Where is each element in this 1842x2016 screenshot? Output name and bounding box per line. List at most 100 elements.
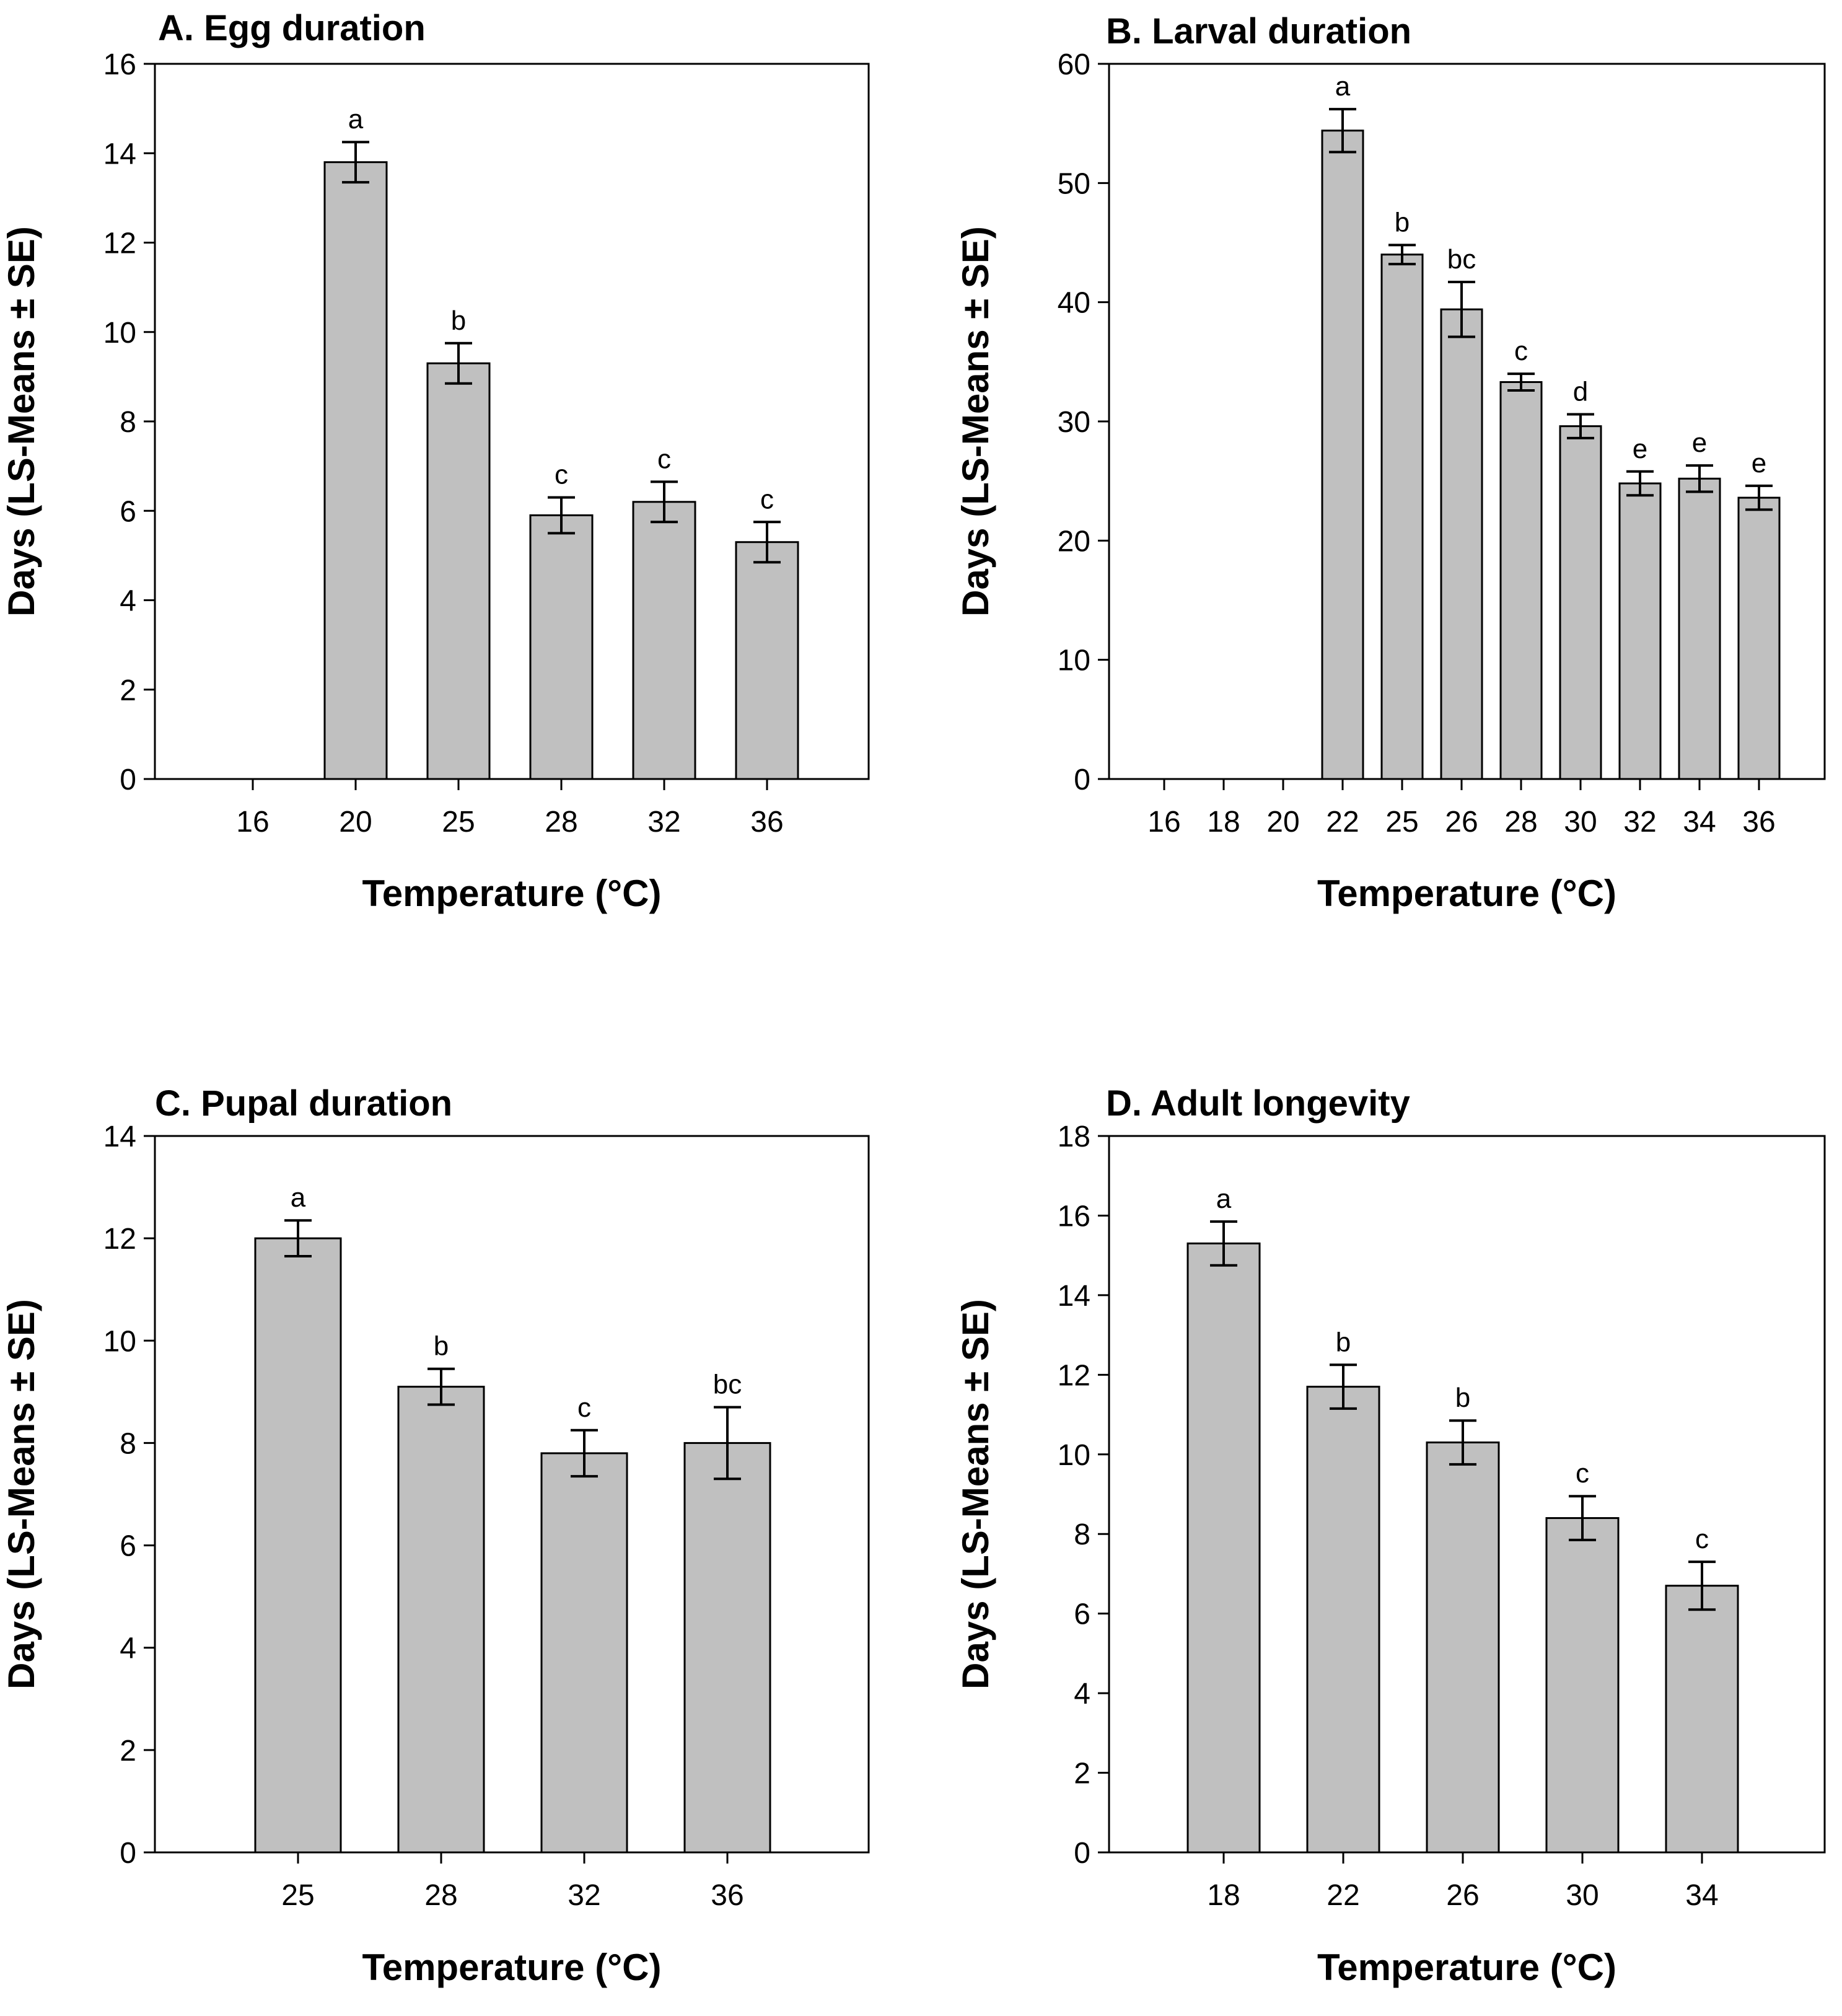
significance-letter: c xyxy=(760,484,774,514)
bar xyxy=(632,501,696,780)
y-axis-title: Days (LS-Means ± SE) xyxy=(955,226,996,617)
bar xyxy=(1306,1386,1380,1854)
y-tick-label: 40 xyxy=(1058,287,1090,320)
x-tick-label: 32 xyxy=(568,1879,600,1912)
x-tick-label: 18 xyxy=(1207,806,1240,839)
y-tick-label: 14 xyxy=(103,138,136,170)
significance-letter: b xyxy=(1336,1327,1351,1357)
significance-letter: c xyxy=(1514,336,1528,366)
significance-letter: c xyxy=(657,444,671,474)
y-tick-label: 14 xyxy=(1058,1280,1090,1313)
y-tick-label: 8 xyxy=(120,406,136,439)
significance-letter: b xyxy=(1395,207,1410,237)
bar xyxy=(1618,482,1662,780)
y-tick-label: 10 xyxy=(103,317,136,350)
x-tick-label: 36 xyxy=(711,1879,743,1912)
significance-letter: c xyxy=(1576,1458,1589,1489)
y-axis-title: Days (LS-Means ± SE) xyxy=(1,1299,42,1689)
y-tick-label: 60 xyxy=(1058,48,1090,81)
significance-letter: e xyxy=(1633,434,1647,464)
y-tick-label: 30 xyxy=(1058,406,1090,439)
x-tick-label: 30 xyxy=(1564,806,1597,839)
significance-letter: c xyxy=(555,460,568,490)
x-axis-title: Temperature (°C) xyxy=(1317,1947,1616,1988)
x-tick-label: 32 xyxy=(647,806,680,839)
y-axis-title: Days (LS-Means ± SE) xyxy=(1,226,42,617)
y-tick-label: 50 xyxy=(1058,167,1090,200)
bar xyxy=(1665,1585,1739,1854)
plot-frame xyxy=(154,1135,870,1854)
x-axis-title: Temperature (°C) xyxy=(362,873,662,914)
bar xyxy=(1321,130,1364,780)
x-tick-label: 25 xyxy=(442,806,475,839)
y-tick-label: 6 xyxy=(120,1530,136,1563)
x-tick-label: 28 xyxy=(1504,806,1537,839)
y-tick-label: 20 xyxy=(1058,525,1090,558)
x-tick-label: 20 xyxy=(339,806,372,839)
x-tick-label: 22 xyxy=(1327,1879,1359,1912)
chart-title: D. Adult longevity xyxy=(1106,1083,1410,1124)
x-tick-label: 16 xyxy=(1147,806,1180,839)
bar xyxy=(683,1442,771,1854)
y-tick-label: 10 xyxy=(1058,645,1090,677)
x-tick-label: 18 xyxy=(1207,1879,1240,1912)
y-tick-label: 12 xyxy=(1058,1359,1090,1392)
y-tick-label: 0 xyxy=(120,764,136,796)
y-axis-title: Days (LS-Means ± SE) xyxy=(955,1299,996,1689)
y-tick-label: 10 xyxy=(1058,1439,1090,1472)
bar xyxy=(1380,253,1424,780)
y-tick-label: 12 xyxy=(103,227,136,260)
x-tick-label: 28 xyxy=(424,1879,457,1912)
x-tick-label: 28 xyxy=(545,806,577,839)
significance-letter: a xyxy=(1335,71,1351,102)
y-tick-label: 12 xyxy=(103,1223,136,1256)
significance-letter: e xyxy=(1692,428,1707,458)
y-tick-label: 4 xyxy=(120,585,136,618)
bar xyxy=(1426,1442,1500,1854)
y-tick-label: 2 xyxy=(120,674,136,707)
significance-letter: b xyxy=(451,306,466,336)
chart-panel-2: B. Larval duration 0 10 20 30 40 50 60 16 18 20 22 a… xyxy=(955,11,1826,914)
x-tick-label: 34 xyxy=(1683,806,1716,839)
significance-letter: bc xyxy=(1447,244,1476,275)
bar xyxy=(1678,477,1721,780)
y-tick-label: 16 xyxy=(1058,1200,1090,1233)
y-tick-label: 14 xyxy=(103,1120,136,1153)
x-tick-label: 20 xyxy=(1266,806,1299,839)
y-tick-label: 4 xyxy=(120,1632,136,1665)
significance-letter: e xyxy=(1752,448,1766,478)
chart-panel-4: D. Adult longevity 0 2 4 6 8 10 12 14 16 18 18 a 22 b 2… xyxy=(955,1083,1826,1988)
significance-letter: c xyxy=(1695,1524,1709,1554)
y-tick-label: 6 xyxy=(120,495,136,528)
y-tick-label: 0 xyxy=(1074,764,1090,796)
y-tick-label: 16 xyxy=(103,48,136,81)
bar xyxy=(323,161,388,780)
bar xyxy=(1545,1517,1620,1854)
bar xyxy=(1186,1242,1261,1854)
x-tick-label: 36 xyxy=(1742,806,1775,839)
y-tick-label: 0 xyxy=(120,1837,136,1870)
x-tick-label: 22 xyxy=(1326,806,1359,839)
x-tick-label: 26 xyxy=(1446,1879,1479,1912)
y-tick-label: 6 xyxy=(1074,1598,1090,1631)
chart-title: B. Larval duration xyxy=(1106,11,1411,51)
x-tick-label: 25 xyxy=(281,1879,314,1912)
y-tick-label: 2 xyxy=(1074,1758,1090,1790)
x-tick-label: 32 xyxy=(1623,806,1656,839)
bar xyxy=(529,514,594,780)
y-tick-label: 8 xyxy=(120,1427,136,1460)
bar xyxy=(1499,381,1543,780)
x-tick-label: 26 xyxy=(1445,806,1478,839)
y-tick-label: 2 xyxy=(120,1735,136,1767)
x-axis-title: Temperature (°C) xyxy=(1317,873,1616,914)
bar xyxy=(426,362,491,780)
x-tick-label: 30 xyxy=(1566,1879,1599,1912)
chart-panel-3: C. Pupal duration 0 2 4 6 8 10 12 14 25 a 28 b 32 c 36 b… xyxy=(1,1083,870,1988)
y-tick-label: 8 xyxy=(1074,1518,1090,1551)
bar xyxy=(735,541,799,780)
significance-letter: a xyxy=(1216,1184,1232,1214)
x-tick-label: 25 xyxy=(1385,806,1418,839)
bar xyxy=(254,1237,342,1854)
y-tick-label: 4 xyxy=(1074,1678,1090,1710)
